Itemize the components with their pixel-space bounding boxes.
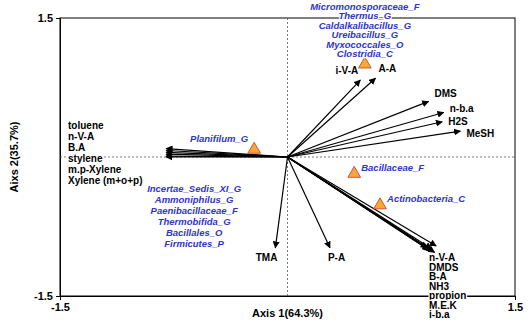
vector-arrow — [275, 157, 287, 248]
vector-label: TMA — [256, 252, 278, 263]
x-tick: 1.5 — [508, 296, 523, 313]
y-axis-line — [56, 19, 61, 297]
vector-label: DMS — [435, 88, 458, 99]
y-tick-label: 1.5 — [38, 12, 53, 24]
x-tick: -1.5 — [51, 296, 70, 313]
vector-label: Xylene (m+o+p) — [68, 175, 142, 186]
y-axis: -1.5 1.5 — [34, 12, 60, 302]
y-tick: 1.5 — [38, 12, 60, 24]
vector-label: toluene — [68, 120, 104, 131]
vector-arrow — [288, 131, 461, 157]
species-label: Incertae_Sedis_XI_G — [147, 183, 242, 194]
vector-label: MeSH — [466, 128, 494, 139]
plot-frame — [60, 18, 515, 296]
vector-arrow — [288, 113, 444, 157]
vector-label: A-A — [378, 63, 396, 74]
vector-arrow — [288, 80, 361, 157]
species-label: Paenibacillaceae_F — [151, 205, 238, 216]
y-tick-mark — [56, 296, 60, 297]
vector-label: H2S — [448, 116, 468, 127]
plot-area — [60, 18, 515, 296]
x-tick-mark — [515, 296, 516, 300]
species-label: Ammoniphilus_G — [154, 194, 234, 205]
y-axis-title: Aixs 2(35.7%) — [8, 121, 20, 192]
vector-arrow — [288, 157, 330, 248]
vector-label: B.A — [68, 142, 85, 153]
vector-label: i-b.a — [429, 309, 450, 320]
vector-arrow — [166, 155, 287, 157]
vector-arrow — [166, 149, 287, 157]
species-point — [374, 198, 387, 209]
species-label: Bacillales_O — [166, 227, 223, 238]
y-tick-mark — [56, 18, 60, 19]
vector-label: stylene — [68, 153, 103, 164]
species-label: Planifilum_G — [190, 133, 249, 144]
labels: toluenen-V-AB.Astylenem.p-XyleneXylene (… — [68, 1, 494, 321]
species-point — [248, 142, 261, 153]
x-tick-label: 1.5 — [508, 301, 523, 313]
species-label: Actinobacteria_C — [386, 193, 465, 204]
biplot-chart: -1.5 1.5 -1.5 1.5 Axis 1(64.3%) Aixs 2(35.7%)… — [0, 0, 532, 330]
x-axis-title: Axis 1(64.3%) — [252, 307, 323, 319]
species-label: Firmicutes_P — [164, 238, 224, 249]
vector-label: n-b.a — [450, 103, 474, 114]
x-tick-label: -1.5 — [51, 301, 70, 313]
y-tick: -1.5 — [34, 290, 60, 302]
species-label: Thermobifida_G — [158, 216, 231, 227]
vector-arrow — [166, 152, 287, 157]
vector-arrow — [166, 151, 287, 157]
vector-arrow — [288, 157, 435, 252]
y-tick-label: -1.5 — [34, 290, 53, 302]
vector-label: m.p-Xylene — [68, 164, 122, 175]
vector-label: i-V-A — [336, 65, 359, 76]
vector-arrow — [166, 156, 287, 157]
vector-label: n-V-A — [68, 131, 94, 142]
vector-arrow — [288, 122, 443, 157]
species-label: Clostridia_C — [337, 48, 393, 59]
vector-label: P-A — [328, 252, 345, 263]
vector-arrow — [166, 154, 287, 157]
species-point — [348, 166, 361, 177]
species-label: Bacillaceae_F — [361, 162, 424, 173]
